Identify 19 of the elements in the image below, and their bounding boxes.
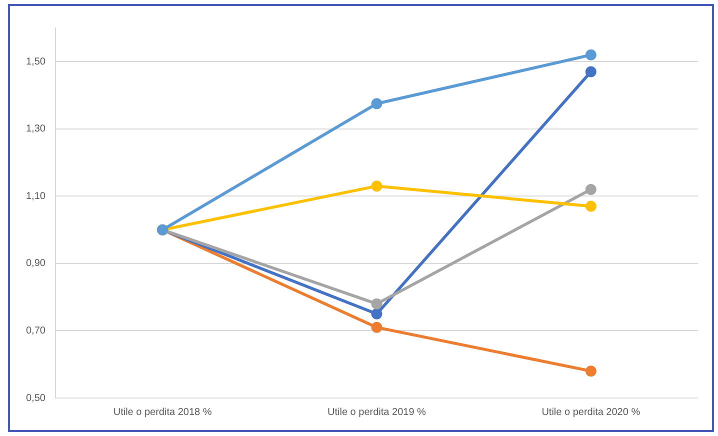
point <box>585 49 596 60</box>
point <box>371 98 382 110</box>
y-tick-label: 0,50 <box>26 392 46 404</box>
point <box>371 322 382 333</box>
point <box>371 180 382 192</box>
point <box>371 308 382 320</box>
y-tick-label: 1,50 <box>26 56 46 68</box>
point <box>585 184 596 195</box>
x-tick-label: Utile o perdita 2018 % <box>113 406 212 418</box>
y-tick-label: 0,70 <box>26 325 46 336</box>
y-tick-label: 1,10 <box>26 190 46 202</box>
point <box>585 366 596 377</box>
point <box>371 298 382 310</box>
x-tick-label: Utile o perdita 2019 % <box>328 406 426 418</box>
x-tick-label: Utile o perdita 2020 % <box>542 406 640 418</box>
point <box>585 200 596 212</box>
y-tick-label: 1,30 <box>26 124 46 135</box>
y-tick-label: 0,90 <box>26 258 46 270</box>
point <box>585 66 596 78</box>
